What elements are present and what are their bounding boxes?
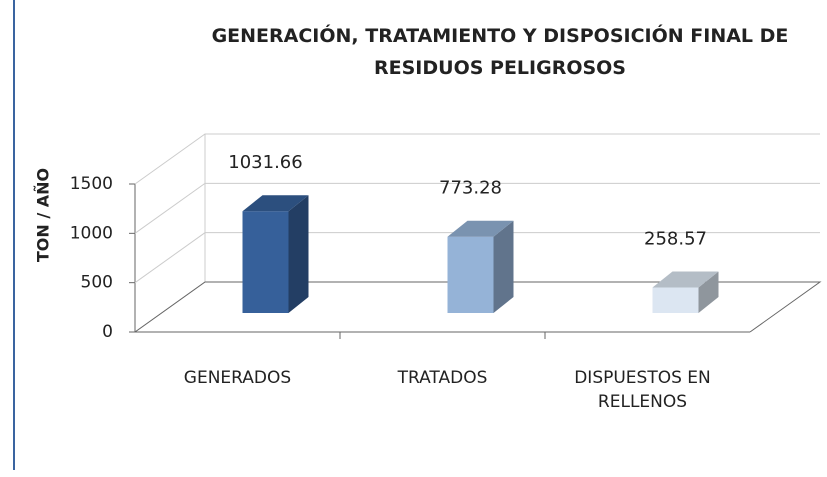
grid-line bbox=[134, 133, 820, 185]
x-tick-label: DISPUESTOS EN RELLENOS bbox=[574, 368, 711, 412]
bar bbox=[652, 287, 699, 313]
bar-top bbox=[447, 220, 514, 237]
data-label: 258.57 bbox=[644, 228, 707, 249]
x-tick-label: GENERADOS bbox=[183, 368, 292, 388]
y-tick-label: 0 bbox=[102, 322, 113, 342]
grid-line bbox=[134, 232, 820, 284]
bar bbox=[447, 236, 494, 313]
chart-title: GENERACIÓN, TRATAMIENTO Y DISPOSICIÓN FI… bbox=[211, 25, 789, 79]
y-tick-label: 1500 bbox=[70, 174, 113, 194]
data-label: 1031.66 bbox=[228, 152, 302, 173]
bar-top bbox=[652, 271, 719, 288]
back-wall bbox=[134, 134, 206, 333]
bar-top bbox=[242, 195, 309, 212]
y-axis-label: TON / AÑO bbox=[34, 168, 53, 262]
bar-side bbox=[493, 220, 514, 313]
x-tick-label: TRATADOS bbox=[397, 368, 488, 388]
y-tick-label: 1000 bbox=[70, 223, 113, 243]
bar bbox=[242, 211, 289, 313]
bar-side bbox=[698, 271, 719, 313]
bar-side bbox=[288, 195, 309, 313]
data-label: 773.28 bbox=[439, 178, 502, 199]
grid-line bbox=[134, 182, 820, 234]
y-tick-label: 500 bbox=[81, 273, 113, 293]
